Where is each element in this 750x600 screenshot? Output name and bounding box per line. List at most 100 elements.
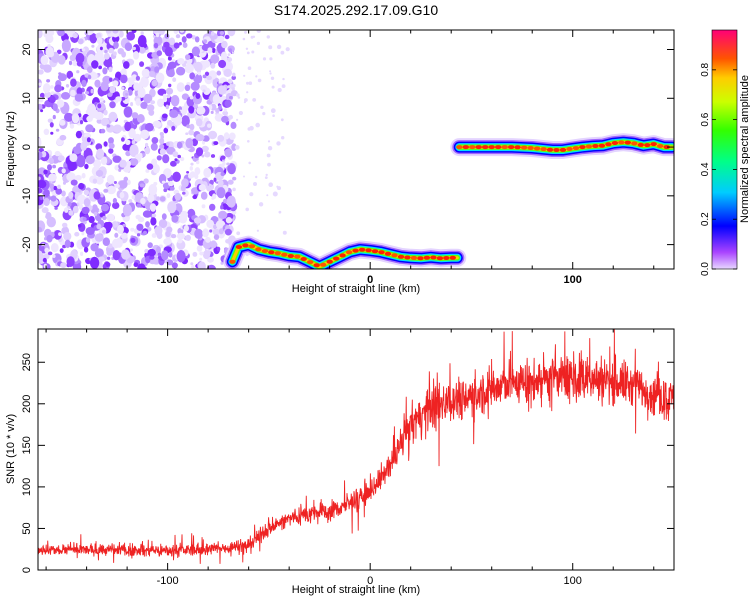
noise-speckle [46,234,53,243]
noise-speckle [252,35,256,38]
noise-speckle [47,118,53,123]
noise-speckle [191,35,197,40]
noise-speckle [61,39,71,53]
ridge-peak [358,247,366,252]
ridge-peak [410,255,418,260]
noise-speckle [94,79,101,88]
colorbar-tick-label: 0.2 [700,212,711,226]
noise-speckle [80,251,84,256]
noise-speckle [236,93,240,97]
noise-speckle [112,201,120,210]
noise-speckle [100,117,110,127]
ridge-peak [333,256,340,261]
noise-speckle [69,123,75,129]
noise-speckle [218,228,224,235]
noise-speckle [152,164,160,174]
noise-speckle [95,169,104,177]
noise-speckle [73,146,82,155]
noise-speckle [271,85,275,89]
noise-speckle [247,66,252,70]
noise-speckle [90,243,99,252]
noise-speckle [119,191,125,199]
y-tick-label: 200 [21,395,33,413]
noise-speckle [276,185,279,188]
noise-speckle [118,180,128,189]
ridge-peak [384,251,392,256]
noise-speckle [87,74,92,80]
ridge-peak [598,143,606,148]
ridge-peak [644,143,651,148]
noise-speckle [155,72,165,84]
noise-speckle [102,215,107,221]
noise-speckle [210,31,215,36]
noise-speckle [194,36,200,43]
noise-speckle [223,108,227,112]
noise-speckle [151,213,157,218]
noise-speckle [125,93,129,96]
x-tick-label: -100 [157,575,179,587]
ridge-peak [365,248,372,253]
noise-speckle [79,117,84,121]
noise-speckle [157,98,164,108]
noise-speckle [130,227,135,232]
noise-speckle [202,228,210,238]
noise-speckle [151,79,158,87]
ridge-peak [345,250,353,255]
noise-speckle [98,209,102,213]
noise-speckle [146,104,155,112]
noise-speckle [170,160,177,167]
noise-speckle [266,194,269,197]
noise-region [38,30,290,269]
noise-speckle [94,248,104,258]
noise-speckle [190,262,194,266]
noise-speckle [102,206,108,212]
noise-speckle [172,77,177,82]
noise-speckle [145,221,150,228]
noise-speckle [237,96,241,99]
noise-speckle [270,76,275,81]
ridge-peak [326,259,333,264]
noise-speckle [162,93,167,99]
snr-line [38,329,674,564]
noise-speckle [76,87,83,96]
noise-speckle [52,254,56,258]
noise-speckle [192,194,198,200]
noise-speckle [155,32,160,38]
noise-speckle [269,70,272,73]
noise-speckle [245,207,249,212]
noise-speckle [85,155,95,165]
noise-speckle [262,112,266,116]
noise-speckle [221,115,229,123]
noise-speckle [216,187,226,199]
noise-speckle [191,138,198,147]
noise-speckle [210,110,214,114]
ridge-peak [650,142,657,147]
noise-speckle [166,125,170,129]
noise-speckle [164,46,173,57]
noise-speckle [221,40,228,49]
noise-speckle [64,207,69,213]
noise-speckle [69,153,78,163]
noise-speckle [45,212,52,220]
noise-speckle [121,137,125,142]
noise-speckle [154,66,160,73]
noise-speckle [179,30,185,33]
noise-speckle [203,39,208,44]
noise-speckle [183,225,189,232]
noise-speckle [151,137,159,144]
noise-speckle [143,178,149,184]
noise-speckle [257,78,262,83]
noise-speckle [99,46,103,51]
noise-speckle [266,153,271,158]
ridge-peak [443,256,450,260]
noise-speckle [57,155,65,162]
x-tick-label: 0 [367,575,373,587]
noise-speckle [52,103,58,111]
colorbar-label: Normalized spectral amplitude [739,75,750,223]
y-tick-label: -20 [21,237,33,253]
noise-speckle [196,160,200,165]
noise-speckle [181,36,187,43]
noise-speckle [196,245,203,252]
noise-speckle [114,232,119,238]
ridge-peak [423,255,431,260]
